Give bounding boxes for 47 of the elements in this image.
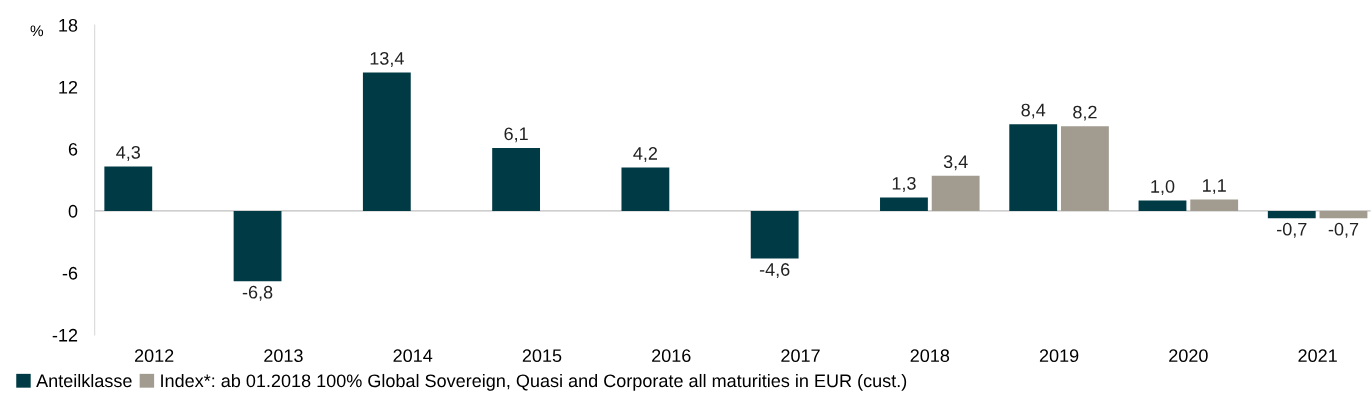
- data-label: -0,7: [1328, 222, 1359, 238]
- x-tick-label: 2014: [393, 349, 433, 363]
- bar: [1061, 126, 1109, 211]
- bar: [931, 175, 980, 211]
- data-label: 4,3: [116, 145, 141, 161]
- y-tick-label: 12: [59, 80, 78, 94]
- bar: [750, 210, 799, 259]
- x-tick-label: 2012: [134, 349, 174, 363]
- bar: [233, 210, 282, 282]
- data-label: -6,8: [242, 285, 273, 301]
- bar: [1319, 210, 1368, 219]
- x-tick-label: 2020: [1169, 349, 1208, 363]
- bar: [1138, 200, 1187, 211]
- x-tick-label: 2021: [1298, 349, 1337, 363]
- bar: [1009, 124, 1058, 211]
- y-tick-label: -6: [62, 266, 78, 280]
- y-tick-label: 18: [59, 18, 78, 32]
- data-label: 6,1: [504, 127, 528, 143]
- x-tick-label: 2019: [1039, 349, 1079, 363]
- x-tick-label: 2015: [522, 349, 562, 363]
- x-tick-label: 2013: [264, 349, 303, 363]
- bar: [492, 147, 541, 211]
- bar: [880, 197, 928, 211]
- data-label: 1,3: [892, 176, 916, 192]
- y-tick-label: -12: [52, 328, 78, 342]
- bar: [1267, 210, 1316, 219]
- bar: [104, 166, 153, 211]
- legend-label: Anteilklasse: [36, 373, 132, 388]
- data-label: -4,6: [759, 263, 790, 279]
- data-label: 1,0: [1151, 180, 1175, 195]
- data-label: 8,2: [1073, 105, 1097, 121]
- y-tick-label: 0: [68, 204, 78, 218]
- data-label: 8,4: [1021, 103, 1046, 119]
- data-label: 3,4: [943, 155, 968, 171]
- y-tick-label: 6: [68, 142, 78, 156]
- data-label: 13,4: [370, 51, 404, 67]
- data-label: -0,7: [1277, 222, 1307, 238]
- x-tick-label: 2016: [652, 349, 691, 363]
- legend-label: Index*: ab 01.2018 100% Global Sovereign, Quasi and Corporate all maturities in EUR (cust.): [161, 373, 907, 391]
- data-label: 1,1: [1203, 179, 1226, 194]
- bar: [621, 167, 670, 211]
- y-axis-title: %: [30, 25, 44, 37]
- x-tick-label: 2017: [781, 349, 820, 363]
- bar: [1190, 199, 1239, 211]
- bar: [362, 72, 411, 211]
- x-tick-label: 2018: [910, 349, 950, 363]
- data-label: 4,2: [633, 147, 658, 162]
